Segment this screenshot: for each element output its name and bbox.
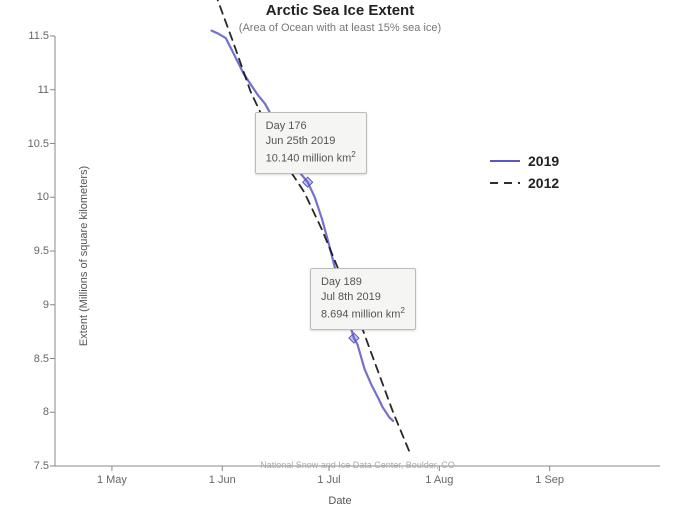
data-tooltip: Day 176Jun 25th 201910.140 million km2	[255, 112, 367, 174]
plot-area	[0, 0, 680, 511]
y-tick-label: 10	[25, 191, 49, 203]
arctic-sea-ice-chart: Arctic Sea Ice Extent (Area of Ocean wit…	[0, 0, 680, 511]
x-tick-label: 1 Aug	[425, 474, 453, 486]
tooltip-line: 8.694 million km2	[321, 305, 405, 323]
x-tick-label: 1 May	[97, 474, 127, 486]
tooltip-line: Jun 25th 2019	[266, 134, 356, 149]
tooltip-line: 10.140 million km2	[266, 149, 356, 167]
legend-item: 2019	[490, 150, 559, 172]
legend-item: 2012	[490, 172, 559, 194]
y-tick-label: 9.5	[25, 245, 49, 257]
legend-swatch	[490, 160, 520, 162]
y-tick-label: 7.5	[25, 460, 49, 472]
y-axis-label: Extent (Millions of square kilometers)	[78, 165, 90, 345]
tooltip-line: Day 176	[266, 119, 356, 134]
data-tooltip: Day 189Jul 8th 20198.694 million km2	[310, 268, 416, 330]
x-axis-label: Date	[0, 495, 680, 507]
y-tick-label: 11	[25, 84, 49, 96]
tooltip-line: Day 189	[321, 275, 405, 290]
tooltip-line: Jul 8th 2019	[321, 290, 405, 305]
y-tick-label: 9	[25, 299, 49, 311]
y-tick-label: 11.5	[25, 30, 49, 42]
x-tick-label: 1 Jul	[317, 474, 340, 486]
x-tick-label: 1 Jun	[209, 474, 236, 486]
legend-label: 2019	[528, 153, 559, 169]
legend-label: 2012	[528, 175, 559, 191]
credit-text: National Snow and Ice Data Center, Bould…	[260, 460, 455, 470]
y-tick-label: 10.5	[25, 138, 49, 150]
x-tick-label: 1 Sep	[535, 474, 564, 486]
y-tick-label: 8	[25, 406, 49, 418]
y-tick-label: 8.5	[25, 353, 49, 365]
legend: 2019 2012	[490, 150, 559, 194]
